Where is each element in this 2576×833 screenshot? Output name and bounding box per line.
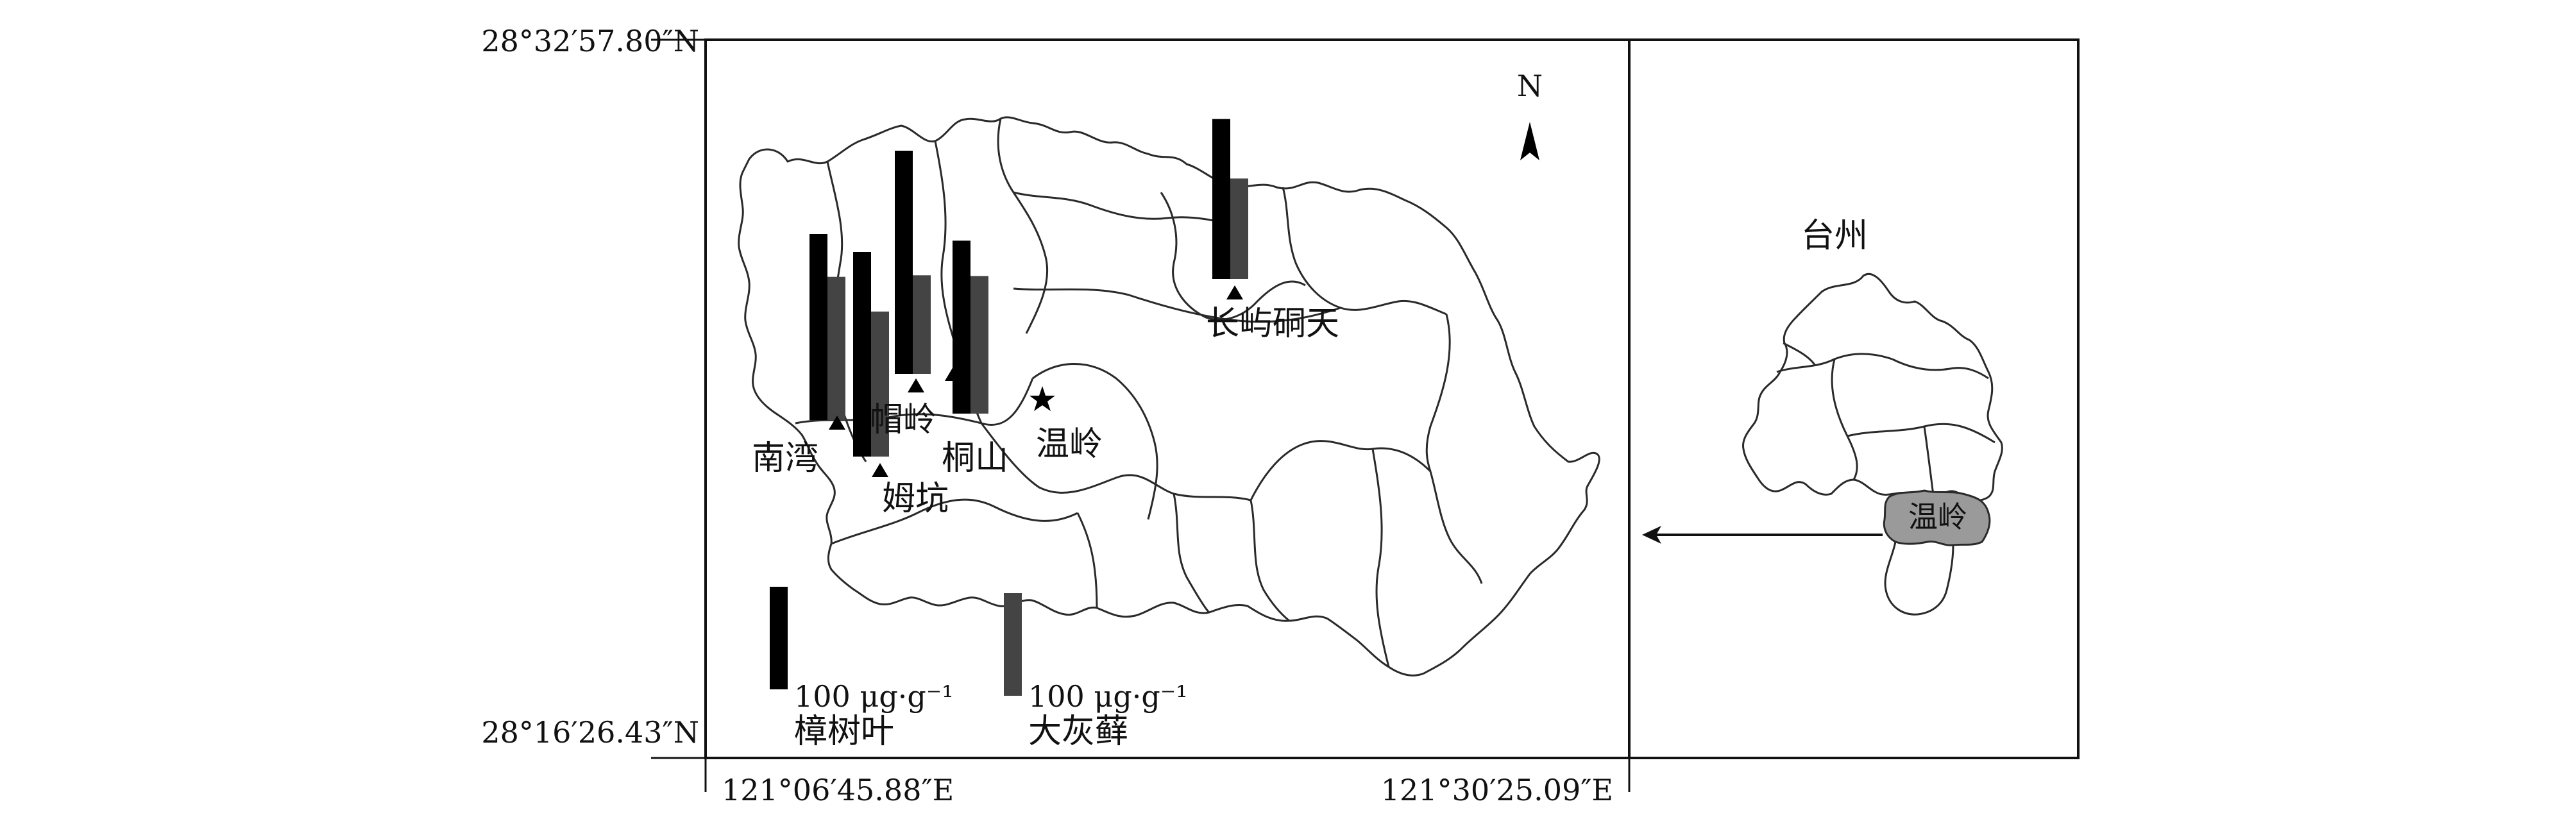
site-marker-nanwan-icon (829, 416, 845, 430)
bar-moss-nanwan (827, 276, 845, 420)
town-label: 温岭 (1036, 425, 1103, 464)
site-markers (829, 285, 1243, 477)
coordinate-ticks (651, 38, 1631, 792)
boundary-14 (1425, 314, 1483, 584)
legend: 100 μg·g⁻¹ 樟树叶 100 μg·g⁻¹ 大灰藓 (770, 587, 1188, 751)
north-arrow-icon (1520, 122, 1539, 160)
boundary-15 (1250, 500, 1290, 622)
legend-camphor-value: 100 μg·g⁻¹ (794, 679, 954, 714)
bar-moss-tongshan (970, 276, 988, 414)
inset-highlight-label: 温岭 (1908, 500, 1967, 534)
site-label-mukeng: 姆坑 (882, 480, 949, 518)
inset-boundary-4 (1847, 423, 1996, 444)
bar-moss-mukeng (871, 311, 889, 457)
bar-moss-maoling (913, 275, 931, 374)
boundary-8 (1032, 363, 1158, 520)
inset-city-label: 台州 (1801, 217, 1868, 255)
inset-boundary-south (1884, 541, 1954, 616)
taizhou-outline (1742, 273, 2003, 504)
site-label-maoling: 帽岭 (870, 401, 936, 439)
site-marker-maoling-icon (908, 378, 924, 392)
boundary-11 (831, 498, 1078, 545)
lon-left-label: 121°06′45.88″E (722, 773, 954, 807)
boundary-6 (1282, 187, 1447, 316)
legend-moss-name: 大灰藓 (1028, 712, 1128, 751)
inset-map: 台州 温岭 (1742, 217, 2003, 616)
boundary-9 (795, 378, 1034, 426)
boundary-3 (997, 118, 1049, 334)
bar-camphor-changyu (1212, 119, 1230, 279)
bar-camphor-mukeng (853, 252, 871, 457)
site-marker-mukeng-icon (872, 463, 888, 477)
boundary-17 (1076, 512, 1098, 609)
arrow-head-icon (1642, 526, 1661, 544)
legend-camphor-bar (770, 587, 788, 689)
boundary-16 (1371, 448, 1390, 668)
site-label-changyu: 长屿硐天 (1206, 305, 1339, 343)
town-star-icon (1030, 386, 1055, 411)
site-labels: 南湾 姆坑 帽岭 桐山 长屿硐天 (752, 305, 1339, 518)
locator-arrow (1642, 526, 1883, 544)
boundary-12 (1173, 493, 1210, 614)
inset-map-frame (1628, 38, 2080, 759)
township-boundaries (738, 116, 1600, 677)
lat-top-label: 28°32′57.80″N (481, 24, 699, 58)
inset-boundary-2 (1831, 358, 1858, 480)
inset-boundary-5 (1783, 342, 1817, 366)
legend-moss-value: 100 μg·g⁻¹ (1028, 679, 1188, 714)
site-marker-changyu-icon (1226, 285, 1243, 299)
bar-moss-changyu (1230, 178, 1248, 279)
lon-right-label: 121°30′25.09″E (1381, 773, 1613, 807)
north-label: N (1517, 69, 1543, 103)
concentration-bars (809, 119, 1248, 457)
bar-camphor-nanwan (809, 234, 827, 420)
boundary-13 (1250, 440, 1432, 501)
outer-boundary (738, 116, 1600, 677)
site-label-nanwan: 南湾 (752, 439, 818, 478)
lat-bottom-label: 28°16′26.43″N (481, 715, 699, 750)
wenling-highlight-region (1883, 489, 1991, 546)
legend-moss-bar (1004, 593, 1022, 696)
boundary-7 (1013, 287, 1341, 323)
site-label-tongshan: 桐山 (942, 439, 1008, 478)
north-arrow: N (1517, 69, 1543, 160)
inset-boundary-6 (1923, 426, 1935, 501)
inset-boundary-3 (1892, 358, 1989, 380)
site-marker-tongshan-icon (945, 367, 962, 381)
boundary-10 (980, 423, 1251, 501)
boundary-5 (1160, 192, 1306, 321)
bar-camphor-maoling (895, 151, 913, 374)
legend-camphor-name: 樟树叶 (794, 712, 894, 751)
bar-camphor-tongshan (953, 240, 970, 414)
boundary-4 (1013, 191, 1245, 229)
